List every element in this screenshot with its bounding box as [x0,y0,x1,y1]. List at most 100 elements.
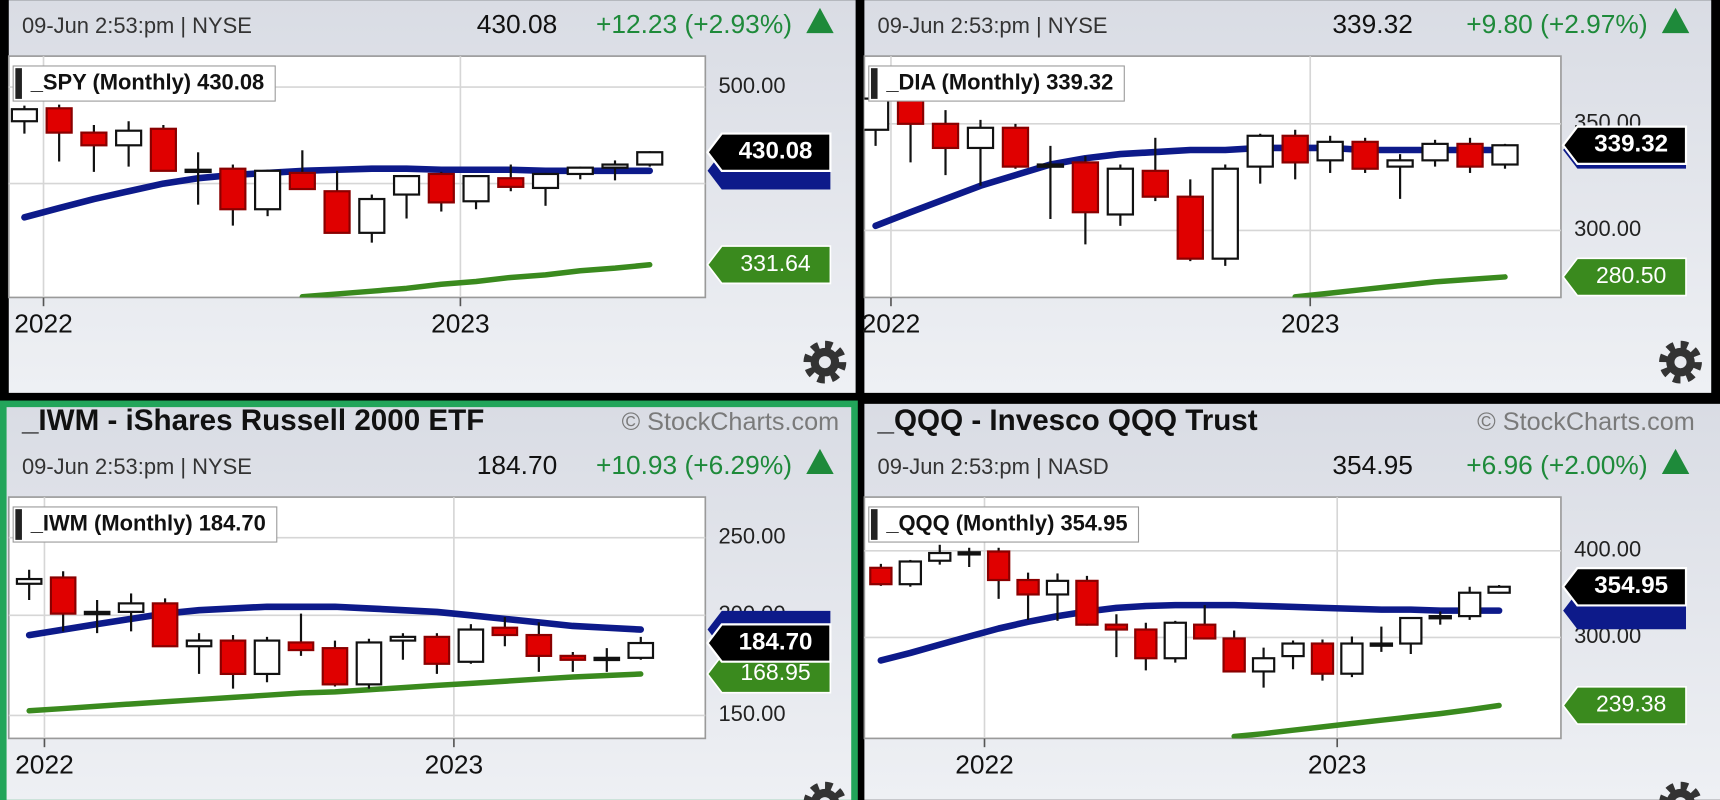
candle-body [1421,142,1449,162]
candle-body [219,167,247,211]
candle-body [184,168,212,174]
moving-average-line [299,262,653,298]
candle-body [1457,591,1482,618]
candle-body [1487,585,1511,594]
last-price: 339.32 [1332,9,1412,39]
candle-body [1386,159,1414,168]
candle-body [898,560,923,586]
candle-body [80,131,108,147]
settings-gear[interactable] [1659,340,1702,384]
watermark: © StockCharts.com [1477,408,1695,436]
price-badge [1561,567,1688,607]
chart-title: _IWM - iShares Russell 2000 ETF [21,404,484,437]
candle-body [1176,195,1204,260]
gear-teeth [1659,340,1702,384]
plot-content [864,85,1519,298]
ma-badge-label: 280.50 [1596,262,1666,288]
candle-body [1141,169,1170,198]
candle-body [288,171,316,191]
y-tick-label: 150.00 [718,701,785,726]
moving-average-line [1231,702,1502,739]
x-tick-label: 2022 [15,750,74,780]
price-change: +10.93 (+6.29%) [596,450,792,480]
candle-body [566,166,594,176]
chart-label-bar [870,68,878,99]
candle-body [1193,623,1217,640]
candle-body [1134,628,1158,660]
candle-body [1351,140,1379,170]
chart-label-box [12,506,278,543]
settings-gear[interactable] [803,781,847,800]
candle-body [1491,144,1519,166]
candle-body [593,656,621,662]
x-tick-label: 2022 [955,750,1014,780]
candle-body [151,602,179,648]
candle-body [1246,134,1274,168]
candle-body [1075,579,1099,626]
candle-body [864,97,890,131]
candle-body [1045,579,1070,596]
moving-average-line [1292,274,1508,298]
gear-teeth [803,340,847,384]
chart-label: _SPY (Monthly) 430.08 [30,69,265,94]
up-arrow [806,448,834,475]
chart-panel: _DIA - SPDR Dow Jones Industrial Average… [862,7,1702,384]
y-tick-label: 500.00 [718,73,785,98]
date-line: 09-Jun 2:53:pm | NASD [878,454,1109,479]
moving-average-line [877,601,1503,664]
candle-body [358,197,386,234]
moving-average-line [26,671,644,714]
chart-label-bar [15,68,22,99]
gear-hole [819,797,831,800]
chart-label-bar [870,509,878,540]
candle-body [1036,163,1065,168]
up-arrow [1661,448,1690,475]
price-badge [706,132,832,172]
price-change: +6.96 (+2.00%) [1466,450,1647,480]
candle-body [928,551,952,562]
candle-body [1104,623,1129,631]
up-arrow [806,7,834,34]
last-price: 354.95 [1332,450,1412,480]
chart-label-bar [15,509,22,540]
date-line: 09-Jun 2:53:pm | NYSE [22,454,252,479]
candle-body [1163,621,1187,660]
price-badge [706,623,832,663]
candle-body [1340,642,1364,675]
candle-body [321,647,349,686]
x-tick-label: 2022 [862,309,921,339]
price-badge [1561,125,1688,165]
candle-body [525,633,553,657]
chart-title: _QQQ - Invesco QQQ Trust [877,404,1258,437]
candle-body [1222,637,1246,673]
price-change: +9.80 (+2.97%) [1466,9,1647,39]
candle-body [1281,134,1309,164]
candle-body [1281,642,1305,658]
candle-body [323,190,351,234]
candle-body [957,551,981,556]
settings-gear[interactable] [803,340,847,384]
x-tick-label: 2023 [1308,750,1367,780]
moving-average-line [21,165,654,221]
gear-hole [1675,797,1686,800]
ma-badge-label: 239.38 [1596,691,1666,717]
settings-gear[interactable] [1659,781,1702,800]
candle-body [219,639,247,676]
x-tick-label: 2022 [14,309,73,339]
candle-body [117,602,145,613]
up-arrow [1661,7,1690,34]
candle-body [1016,578,1040,596]
candle-body [627,641,655,659]
price-badge-label: 184.70 [739,628,813,655]
plot-content [15,569,655,714]
candle-body [497,177,525,188]
chart-label: _IWM (Monthly) 184.70 [30,510,266,535]
gear-hole [1674,356,1687,369]
x-tick-label: 2023 [431,309,490,339]
ma-badge [706,245,832,285]
candle-body [355,641,383,686]
x-tick-label: 2023 [1281,309,1340,339]
chart-label-box [868,506,1140,543]
